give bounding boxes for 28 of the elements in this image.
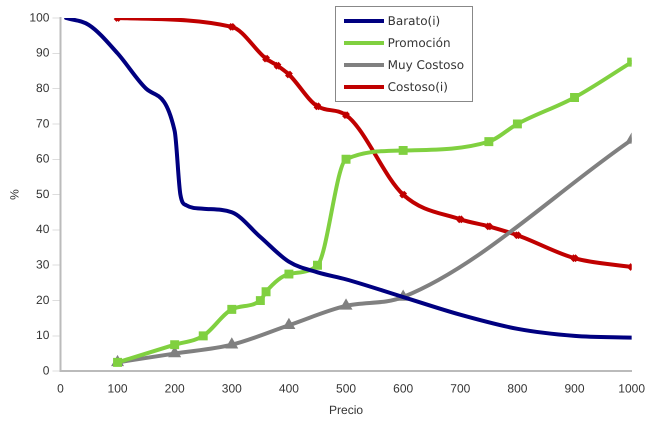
y-tick-label: 100 — [29, 10, 50, 24]
legend-label: Muy Costoso — [388, 58, 464, 72]
x-tick-label: 400 — [278, 382, 300, 396]
x-tick-label: 600 — [393, 382, 414, 396]
y-tick-label: 70 — [36, 116, 50, 130]
y-tick-label: 40 — [36, 222, 50, 236]
x-tick-label: 300 — [222, 382, 242, 396]
x-tick-label: 500 — [336, 382, 356, 396]
y-tick-label: 50 — [36, 186, 50, 201]
x-tick-label: 200 — [164, 382, 185, 396]
x-tick-label: 100 — [108, 382, 128, 396]
x-axis-title: Precio — [329, 403, 364, 418]
legend-label: Barato(i) — [388, 14, 440, 28]
legend-label: Costoso(i) — [388, 80, 448, 94]
legend-label: Promoción — [388, 36, 451, 50]
y-tick-label: 10 — [36, 328, 50, 342]
y-axis-title: % — [8, 188, 22, 200]
y-tick-label: 0 — [42, 364, 50, 378]
x-tick-label: 900 — [564, 382, 585, 396]
x-tick-label: 700 — [450, 382, 471, 396]
y-tick-label: 30 — [36, 258, 50, 272]
y-tick-label: 90 — [36, 46, 50, 60]
x-tick-label: 0 — [57, 382, 64, 396]
y-tick-label: 60 — [36, 152, 50, 166]
y-tick-label: 80 — [36, 80, 50, 95]
y-tick-label: 20 — [36, 292, 50, 307]
x-tick-label: 1000 — [618, 382, 646, 396]
x-tick-label: 800 — [507, 382, 528, 396]
